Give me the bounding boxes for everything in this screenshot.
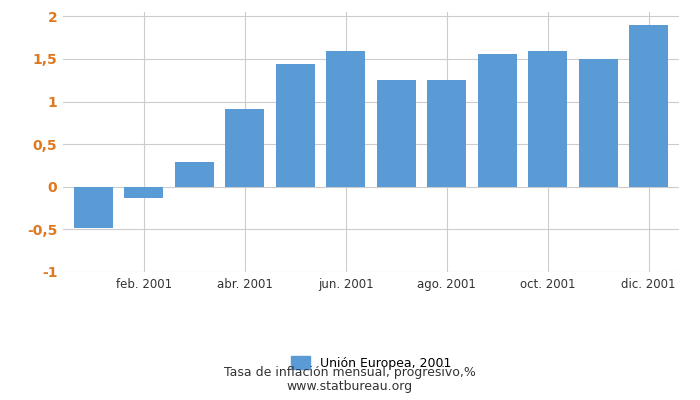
Bar xyxy=(477,54,517,187)
Bar xyxy=(528,51,568,187)
Text: www.statbureau.org: www.statbureau.org xyxy=(287,380,413,393)
Bar xyxy=(74,187,113,228)
Bar xyxy=(427,80,466,187)
Bar xyxy=(629,25,668,187)
Bar xyxy=(124,187,164,198)
Bar xyxy=(174,162,214,187)
Bar xyxy=(276,64,315,187)
Bar xyxy=(377,80,416,187)
Bar xyxy=(578,59,618,187)
Legend: Unión Europea, 2001: Unión Europea, 2001 xyxy=(286,351,456,375)
Bar xyxy=(326,51,365,187)
Text: Tasa de inflación mensual, progresivo,%: Tasa de inflación mensual, progresivo,% xyxy=(224,366,476,379)
Bar xyxy=(225,109,265,187)
